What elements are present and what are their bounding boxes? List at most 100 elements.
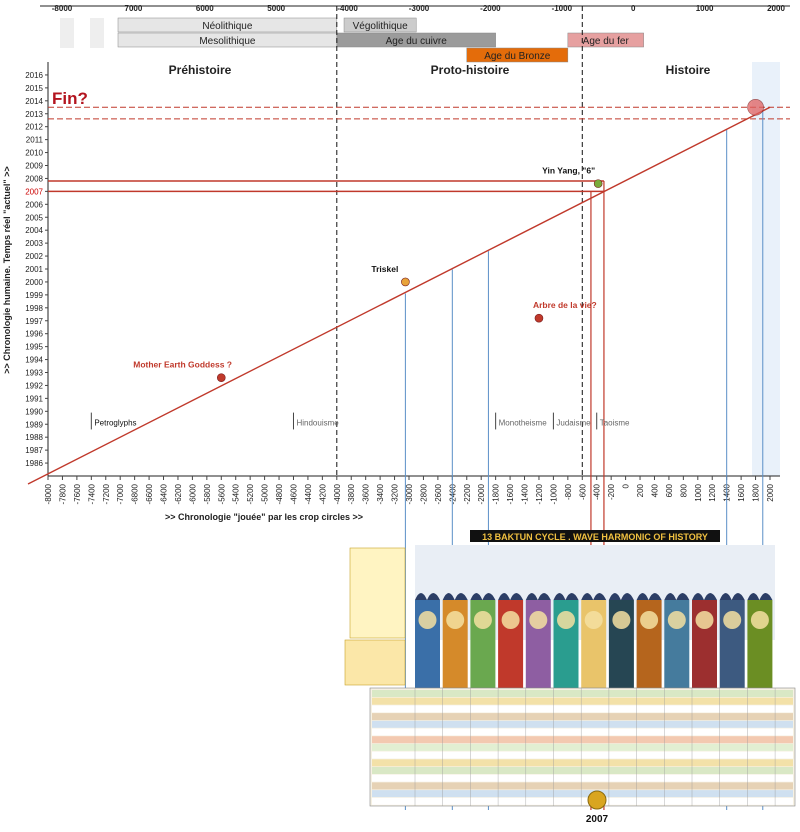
x-tick-label: -600: [578, 483, 587, 500]
top-axis-tick-label: 7000: [125, 4, 143, 13]
wave-crest-icon: [692, 593, 717, 600]
x-tick-label: -1600: [506, 483, 515, 504]
baktun-glyph-icon: [501, 611, 520, 629]
x-tick-label: 1600: [737, 483, 746, 501]
top-axis-tick-label: -8000: [52, 4, 73, 13]
poster-table-row: [372, 713, 793, 721]
y-tick-label: 1998: [25, 304, 43, 313]
poster-legend-left: [349, 547, 406, 639]
x-tick-label: -6400: [160, 483, 169, 504]
period-bar: [343, 17, 417, 33]
x-tick-label: 2000: [766, 483, 775, 501]
wave-crest-icon: [581, 593, 607, 600]
poster-table-row: [372, 782, 793, 790]
x-tick-label: -6600: [145, 483, 154, 504]
y-tick-label: 1994: [25, 356, 43, 365]
top-axis-tick-label: 5000: [267, 4, 285, 13]
wave-crest-icon: [608, 593, 634, 600]
y-tick-label: 1995: [25, 343, 43, 352]
x-tick-label: -6000: [188, 483, 197, 504]
wave-crest-icon: [747, 593, 773, 600]
poster-table-row: [372, 736, 793, 744]
x-tick-label: 200: [636, 483, 645, 497]
baktun-poster: 13 BAKTUN CYCLE . WAVE HARMONIC OF HISTO…: [344, 530, 796, 825]
y-tick-label: 2012: [25, 123, 43, 132]
poster-table-row: [372, 705, 793, 713]
top-axis-tick-label: -2000: [480, 4, 501, 13]
x-tick-label: -3800: [347, 483, 356, 504]
x-tick-label: -1400: [521, 483, 530, 504]
x-tick-label: -3200: [391, 483, 400, 504]
poster-table-row: [372, 743, 793, 751]
era-label: Proto-histoire: [431, 63, 510, 77]
point-label: Mother Earth Goddess ?: [133, 360, 232, 370]
x-tick-label: -7000: [116, 483, 125, 504]
x-tick-label: -5800: [203, 483, 212, 504]
y-tick-label: 1986: [25, 459, 43, 468]
data-point: [401, 277, 410, 287]
annotation-label: Monotheisme: [499, 419, 548, 428]
top-axis-tick-label: 1000: [696, 4, 714, 13]
baktun-glyph-icon: [612, 611, 631, 629]
y-tick-label: 1988: [25, 433, 43, 442]
x-tick-label: -4000: [333, 483, 342, 504]
baktun-glyph-icon: [667, 611, 686, 629]
top-axis-tick-label: -3000: [409, 4, 430, 13]
y-tick-label: 2013: [25, 110, 43, 119]
point-label: Fin?: [52, 89, 88, 108]
x-tick-label: -4400: [304, 483, 313, 504]
x-tick-label: -5400: [232, 483, 241, 504]
main-series-line: [27, 106, 771, 485]
period-label: Végolithique: [353, 21, 408, 32]
wave-crest-icon: [525, 593, 551, 600]
y-tick-label: 2010: [25, 149, 43, 158]
wave-crest-icon: [664, 593, 690, 600]
y-tick-label: 2000: [25, 278, 43, 287]
x-tick-label: -2000: [477, 483, 486, 504]
y-tick-label: 1990: [25, 407, 43, 416]
poster-legend-left-lower: [344, 639, 406, 686]
baktun-glyph-icon: [418, 611, 437, 629]
poster-table-row: [372, 759, 793, 767]
y-tick-label: 1991: [25, 394, 43, 403]
x-tick-label: -4800: [275, 483, 284, 504]
period-label: Mesolithique: [199, 36, 256, 47]
y-axis-title: >> Chronologie humaine. Temps réel "actu…: [2, 166, 12, 373]
y-tick-label: 2005: [25, 213, 43, 222]
poster-title-bar: [470, 530, 720, 542]
era-label: Histoire: [666, 63, 711, 77]
x-tick-label: 600: [665, 483, 674, 497]
x-tick-label: -7400: [87, 483, 96, 504]
data-point: [593, 179, 603, 188]
wave-crest-icon: [470, 593, 496, 600]
y-tick-label: 1999: [25, 291, 43, 300]
wave-crest-icon: [553, 593, 579, 600]
point-label: Triskel: [371, 264, 398, 274]
x-tick-label: -3400: [376, 483, 385, 504]
y-tick-label: 1997: [25, 317, 43, 326]
poster-table-row: [372, 767, 793, 774]
period-shadow: [60, 18, 74, 48]
x-tick-label: -400: [593, 483, 602, 500]
baktun-glyph-icon: [557, 611, 575, 629]
wave-crest-icon: [498, 593, 524, 600]
poster-table-row: [372, 774, 793, 782]
year-medallion-icon: [587, 790, 607, 810]
point-label: Yin Yang, "6": [542, 166, 595, 176]
baktun-glyph-icon: [529, 611, 548, 629]
baktun-glyph-icon: [640, 611, 659, 629]
poster-table-row: [372, 751, 793, 759]
present-highlight: [752, 62, 780, 476]
x-tick-label: -200: [607, 483, 616, 500]
x-tick-label: -3000: [405, 483, 414, 504]
wave-crest-icon: [442, 593, 468, 600]
period-shadow: [90, 18, 104, 48]
x-tick-label: 1800: [752, 483, 761, 501]
x-tick-label: -800: [564, 483, 573, 500]
y-tick-label: 2015: [25, 84, 43, 93]
baktun-glyph-icon: [584, 611, 603, 629]
data-point: [747, 98, 764, 116]
period-label: Néolithique: [202, 21, 252, 32]
x-tick-label: -5000: [261, 483, 270, 504]
